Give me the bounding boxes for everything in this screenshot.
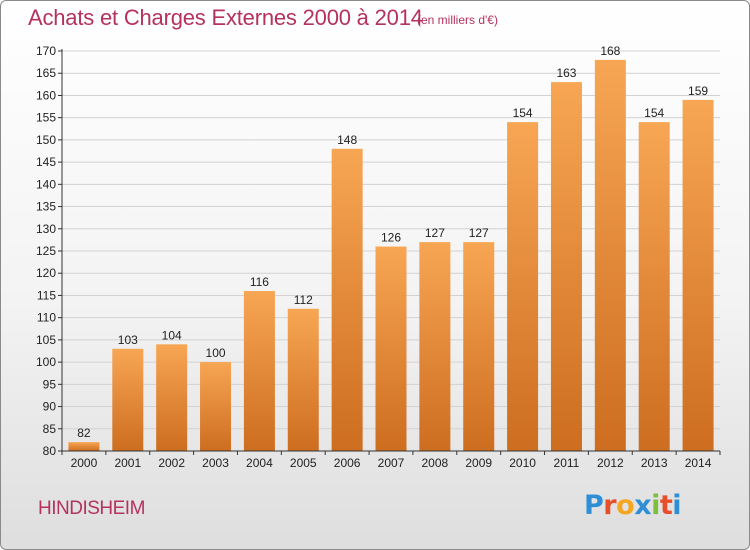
y-tick-label: 165 — [36, 66, 56, 80]
bar-2007 — [375, 246, 407, 451]
data-label-2000: 82 — [77, 426, 91, 440]
data-label-2004: 116 — [250, 275, 269, 289]
data-label-2003: 100 — [206, 346, 226, 360]
bars — [68, 59, 714, 452]
y-tick-label: 125 — [36, 244, 56, 258]
logo-letter: t — [659, 490, 673, 521]
bar-2011 — [550, 82, 582, 451]
data-label-2007: 126 — [381, 231, 401, 245]
data-label-2012: 168 — [600, 44, 620, 58]
bar-2004 — [243, 291, 275, 451]
data-label-2002: 104 — [162, 328, 182, 342]
chart-unit: (en milliers d'€) — [417, 13, 498, 27]
bar-2009 — [463, 242, 495, 451]
x-tick-label-2012: 2012 — [597, 456, 624, 470]
bar-2006 — [331, 148, 363, 451]
bar-2010 — [507, 122, 539, 451]
y-tick-labels: 80 85 90 95 100 105 110 115 120 125 130 135 140 145 15… — [36, 44, 62, 458]
bar-2003 — [200, 362, 232, 451]
logo-letter: r — [603, 490, 617, 521]
x-tick-label-2005: 2005 — [290, 456, 317, 470]
bar-2014 — [682, 99, 714, 451]
y-tick-label: 130 — [36, 222, 56, 236]
x-tick-label-2009: 2009 — [465, 456, 492, 470]
y-tick-label: 150 — [36, 133, 56, 147]
x-tick-label-2010: 2010 — [509, 456, 536, 470]
chart-title: Achats et Charges Externes 2000 à 2014 — [28, 5, 423, 30]
y-tick-label: 95 — [43, 377, 57, 391]
bar-2001 — [112, 348, 144, 451]
x-tick-label-2013: 2013 — [641, 456, 668, 470]
data-label-2006: 148 — [337, 133, 357, 147]
logo-letter: x — [634, 490, 652, 521]
y-tick-label: 170 — [36, 44, 56, 58]
bar-2002 — [156, 344, 188, 451]
y-tick-label: 120 — [36, 266, 56, 280]
x-tick-label-2001: 2001 — [114, 456, 141, 470]
y-tick-label: 80 — [43, 444, 57, 458]
x-tick-label-2006: 2006 — [334, 456, 361, 470]
x-tick-labels: 2000 2001 2002 2003 2004 2005 2006 2007 2008 2009… — [61, 451, 721, 470]
x-tick-label-2003: 2003 — [202, 456, 229, 470]
x-tick-label-2000: 2000 — [71, 456, 98, 470]
y-tick-label: 145 — [36, 155, 56, 169]
x-tick-label-2014: 2014 — [685, 456, 712, 470]
logo-letter: P — [584, 490, 604, 521]
x-tick-label-2008: 2008 — [422, 456, 449, 470]
x-tick-label-2002: 2002 — [158, 456, 185, 470]
x-tick-label-2007: 2007 — [378, 456, 405, 470]
data-label-2009: 127 — [469, 226, 489, 240]
proxiti-logo: Proxiti — [584, 490, 682, 521]
bar-2005 — [287, 308, 319, 451]
y-tick-label: 115 — [37, 288, 56, 302]
y-tick-label: 85 — [43, 422, 57, 436]
bar-2000 — [68, 442, 100, 451]
data-label-2013: 154 — [644, 106, 664, 120]
data-label-2005: 112 — [294, 293, 313, 307]
logo-letter: o — [616, 490, 635, 521]
y-tick-label: 140 — [36, 177, 56, 191]
bar-2012 — [594, 59, 626, 452]
logo-letter: i — [672, 490, 682, 521]
data-label-2014: 159 — [688, 84, 708, 98]
bar-2008 — [419, 242, 451, 451]
logo-letter: i — [651, 490, 660, 521]
bar-2013 — [638, 122, 670, 451]
y-tick-label: 100 — [36, 355, 56, 369]
y-tick-label: 135 — [36, 200, 56, 214]
data-label-2010: 154 — [513, 106, 533, 120]
x-tick-label-2011: 2011 — [554, 456, 580, 470]
y-tick-label: 160 — [36, 88, 56, 102]
data-label-2011: 163 — [556, 66, 576, 80]
data-label-2008: 127 — [425, 226, 445, 240]
x-tick-label-2004: 2004 — [246, 456, 273, 470]
data-labels: 82 103 104 100 116 112 148 126 127 127 154 163 168 15… — [77, 44, 708, 440]
y-tick-label: 110 — [37, 311, 56, 325]
location-name: HINDISHEIM — [38, 498, 145, 519]
y-tick-label: 90 — [43, 400, 57, 414]
data-label-2001: 103 — [118, 333, 138, 347]
y-tick-label: 155 — [36, 111, 56, 125]
y-tick-label: 105 — [36, 333, 56, 347]
